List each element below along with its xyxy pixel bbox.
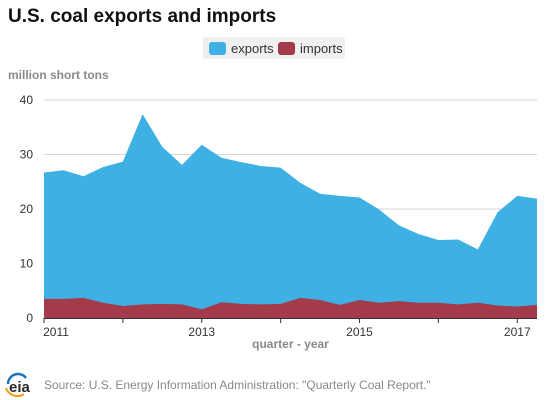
eia-logo: eia [5,372,31,397]
legend-item-imports[interactable]: imports [278,40,343,56]
legend-item-exports[interactable]: exports [209,40,274,56]
x-tick-label-2013: 2013 [188,325,215,339]
y-axis-label: million short tons [8,68,109,82]
x-tick-label-2015: 2015 [346,325,373,339]
legend-label-exports: exports [231,40,274,56]
legend-label-imports: imports [300,40,343,56]
source-note: Source: U.S. Energy Information Administ… [44,378,431,392]
legend-swatch-exports [209,41,226,55]
y-tick-label-40: 40 [20,93,34,107]
area-exports [44,114,537,318]
legend-swatch-imports [278,41,295,55]
chart-title: U.S. coal exports and imports [8,6,277,27]
series-areas [44,114,537,318]
x-axis-label: quarter - year [252,337,329,351]
eia-logo-text: eia [9,379,31,396]
y-tick-label-30: 30 [20,148,34,162]
axes: 0 10 20 30 40 2011 2013 2015 2017 quarter - year [20,93,537,351]
y-tick-label-0: 0 [26,311,33,325]
legend: exports imports [203,37,345,59]
y-tick-label-10: 10 [20,257,34,271]
x-tick-label-2017: 2017 [504,325,531,339]
x-tick-label-2011: 2011 [43,325,69,339]
y-tick-label-20: 20 [20,202,34,216]
area-imports [44,297,537,318]
